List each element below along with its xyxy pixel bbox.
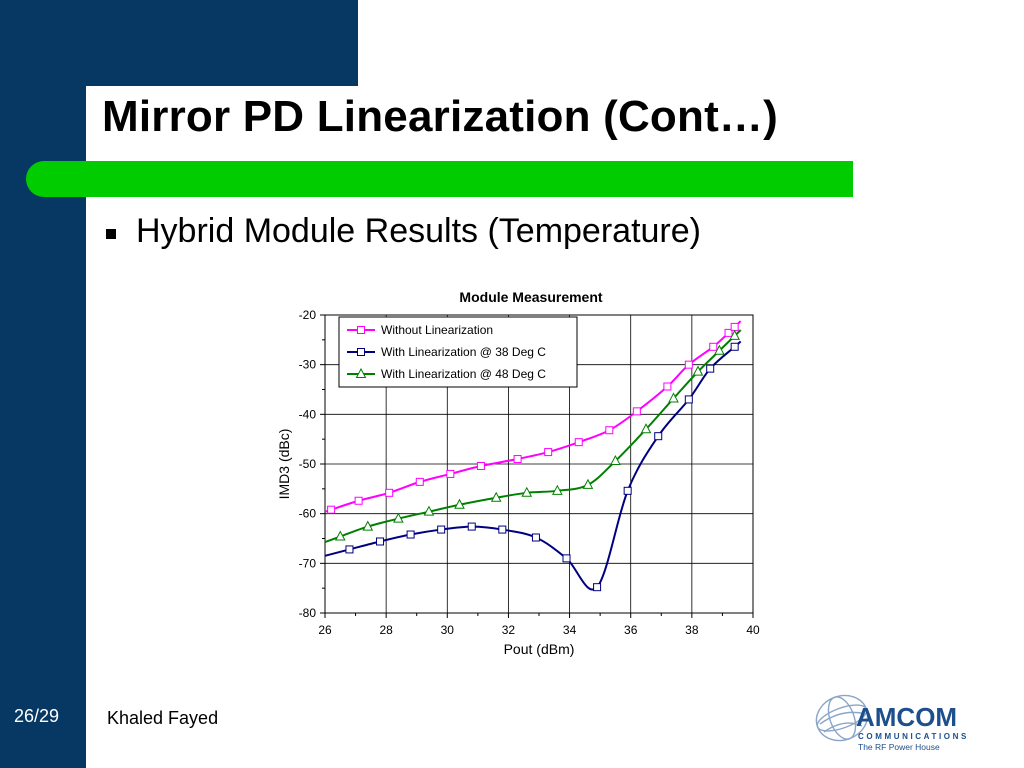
data-point	[574, 438, 583, 447]
data-point	[467, 522, 476, 531]
data-point	[623, 486, 632, 495]
y-tick-label: -30	[299, 358, 317, 372]
x-tick-label: 36	[624, 623, 638, 637]
data-point	[562, 554, 571, 563]
data-point	[640, 423, 652, 434]
data-point	[423, 505, 435, 516]
data-point	[376, 537, 385, 546]
logo-wordmark: AMCOM	[856, 702, 957, 732]
data-point	[415, 477, 424, 486]
slide-number: 26/29	[14, 706, 60, 726]
legend-box	[338, 316, 578, 388]
data-point	[593, 583, 602, 592]
x-axis-label: Pout (dBm)	[504, 641, 575, 657]
top-header-block	[86, 0, 358, 86]
data-point	[730, 322, 739, 331]
y-tick-label: -20	[299, 308, 317, 322]
chart-axes: 26 28 30 32 34 36 38 40 -20 -30 -40 -50 -60 -70 -80	[299, 308, 760, 637]
bullet-text: Hybrid Module Results (Temperature)	[136, 212, 701, 250]
legend-marker	[357, 326, 365, 334]
data-point	[327, 505, 336, 514]
data-point	[476, 461, 485, 470]
module-measurement-chart: Module Measurement 26 28 30 32 34 36 38 40 -20 -3…	[270, 282, 770, 666]
legend-label: With Linearization @ 38 Deg C	[381, 345, 546, 359]
data-point	[406, 530, 415, 539]
slide-title: Mirror PD Linearization (Cont…)	[102, 92, 778, 141]
chart-title: Module Measurement	[459, 289, 602, 305]
data-point	[709, 342, 718, 351]
x-tick-label: 34	[563, 623, 577, 637]
data-point	[454, 498, 465, 509]
data-point	[684, 360, 693, 369]
data-point	[490, 491, 502, 502]
y-axis-label: IMD3 (dBc)	[276, 429, 292, 500]
data-point	[605, 426, 614, 435]
data-point	[706, 364, 715, 373]
bullet-item: Hybrid Module Results (Temperature)	[106, 212, 701, 251]
y-tick-label: -60	[299, 507, 317, 521]
data-point	[552, 484, 563, 495]
series-3	[324, 329, 742, 543]
data-point	[610, 454, 621, 466]
data-point	[582, 478, 594, 489]
chart-svg: Module Measurement 26 28 30 32 34 36 38 40 -20 -3…	[276, 289, 760, 657]
data-point	[385, 488, 394, 497]
legend-marker	[355, 367, 367, 378]
data-point	[513, 455, 522, 464]
x-tick-label: 32	[502, 623, 516, 637]
data-point	[692, 365, 704, 376]
author-name: Khaled Fayed	[107, 708, 219, 728]
data-point	[531, 533, 540, 542]
legend-label: With Linearization @ 48 Deg C	[381, 367, 546, 381]
data-point	[654, 432, 663, 441]
x-tick-label: 28	[379, 623, 393, 637]
series-line	[324, 340, 742, 591]
legend-label: Without Linearization	[381, 323, 493, 337]
y-tick-label: -50	[299, 457, 317, 471]
data-point	[345, 545, 354, 554]
data-point	[714, 344, 725, 355]
x-tick-label: 30	[441, 623, 455, 637]
x-tick-label: 40	[746, 623, 760, 637]
chart-series	[324, 320, 742, 592]
chart-legend: Without Linearization With Linearization …	[338, 316, 578, 388]
legend-marker	[357, 348, 365, 356]
data-point	[498, 525, 507, 534]
x-tick-label: 38	[685, 623, 699, 637]
logo-tagline: The RF Power House	[858, 742, 940, 752]
data-point	[684, 395, 693, 404]
data-point	[730, 342, 739, 351]
data-point	[663, 382, 672, 391]
data-point	[354, 496, 363, 505]
square-bullet-icon	[106, 228, 116, 239]
x-tick-label: 26	[318, 623, 332, 637]
data-point	[521, 486, 533, 497]
data-point	[362, 520, 374, 531]
data-point	[544, 448, 553, 457]
data-point	[729, 329, 740, 340]
data-point	[446, 469, 455, 478]
data-point	[437, 525, 446, 534]
globe-logo-icon: AMCOM COMMUNICATIONS The RF Power House	[815, 694, 969, 752]
data-point	[393, 512, 404, 523]
data-point	[334, 530, 346, 541]
series-1	[324, 320, 742, 514]
data-point	[668, 392, 679, 403]
data-point	[724, 328, 733, 337]
y-tick-label: -80	[299, 606, 317, 620]
y-tick-label: -70	[299, 556, 317, 570]
series-2	[324, 340, 742, 592]
title-underline-bar	[26, 161, 853, 197]
y-tick-label: -40	[299, 407, 317, 421]
amcom-logo: AMCOM COMMUNICATIONS The RF Power House	[810, 688, 1010, 754]
data-point	[632, 407, 641, 416]
left-sidebar-bar	[0, 0, 86, 768]
logo-subtitle: COMMUNICATIONS	[858, 732, 969, 741]
